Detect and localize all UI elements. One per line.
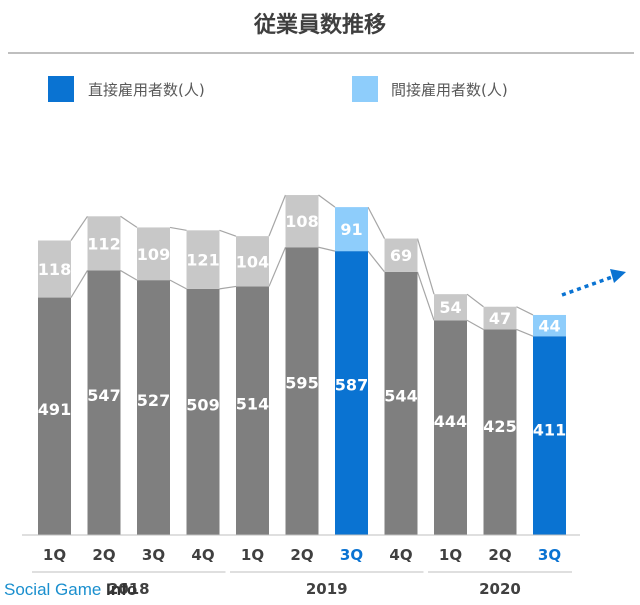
connector-top xyxy=(416,238,435,295)
trend-arrow xyxy=(561,269,626,297)
bar-direct xyxy=(236,286,269,535)
bar-direct xyxy=(483,329,517,535)
legend-swatch-direct xyxy=(48,76,74,102)
legend-swatch-indirect xyxy=(352,76,378,102)
chart-title: 従業員数推移 xyxy=(253,12,386,38)
x-tick-label: 1Q xyxy=(43,546,66,564)
bar-direct xyxy=(186,288,220,535)
value-label-indirect: 47 xyxy=(489,309,511,328)
bar-indirect xyxy=(533,314,566,337)
watermark-part-2: Info xyxy=(106,580,138,599)
value-label-indirect: 108 xyxy=(285,212,318,231)
x-tick-label: 3Q xyxy=(142,546,165,564)
trend-arrow-head xyxy=(610,269,626,283)
value-labels: 491 118 547 112 527 109 509 121 514 104 595 108 587 9… xyxy=(38,212,566,440)
value-label-direct: 595 xyxy=(285,373,318,392)
value-label-direct: 509 xyxy=(186,396,219,415)
watermark: Social Game Info xyxy=(4,580,137,600)
x-tick-label: 3Q xyxy=(340,546,363,564)
value-label-direct: 444 xyxy=(434,412,467,431)
bar-indirect xyxy=(38,240,71,298)
bar-direct xyxy=(384,271,418,535)
bar-indirect xyxy=(137,227,170,281)
connector-mid xyxy=(169,279,187,290)
value-label-indirect: 109 xyxy=(137,245,170,264)
x-tick-label: 4Q xyxy=(389,546,412,564)
connector-mid xyxy=(367,250,385,273)
value-label-indirect: 121 xyxy=(186,251,219,270)
bar-indirect xyxy=(285,195,319,248)
year-labels: 2018 2019 2020 xyxy=(32,571,572,598)
x-tick-label: 1Q xyxy=(439,546,462,564)
connector-mid xyxy=(466,319,484,330)
connector-mid xyxy=(268,247,287,287)
bar-indirect xyxy=(434,294,467,321)
trend-arrow-line xyxy=(561,274,616,297)
value-label-direct: 544 xyxy=(384,387,417,406)
bar-direct xyxy=(137,280,170,535)
value-label-indirect: 54 xyxy=(439,298,461,317)
connector-top xyxy=(169,226,187,231)
connector-top xyxy=(70,215,88,241)
bars-group xyxy=(38,195,566,535)
bar-direct xyxy=(434,320,467,535)
value-label-direct: 547 xyxy=(87,386,120,405)
connector-mid xyxy=(70,270,89,298)
value-label-indirect: 118 xyxy=(38,260,71,279)
value-label-indirect: 69 xyxy=(390,246,412,265)
value-label-indirect: 112 xyxy=(87,234,120,253)
connector-top xyxy=(219,229,237,237)
bar-direct xyxy=(38,297,71,535)
bar-indirect xyxy=(236,236,269,287)
connector-lines xyxy=(70,194,534,337)
connector-top xyxy=(120,215,138,228)
bar-indirect xyxy=(335,207,368,252)
value-label-indirect: 104 xyxy=(236,252,269,271)
bar-direct xyxy=(533,336,566,535)
bar-indirect xyxy=(483,306,517,330)
connector-mid xyxy=(120,269,138,281)
x-tick-label: 2Q xyxy=(92,546,115,564)
legend-label-indirect: 間接雇用者数(人) xyxy=(391,81,508,99)
connector-top xyxy=(516,306,534,316)
bar-direct xyxy=(87,270,121,535)
x-tick-label: 1Q xyxy=(241,546,264,564)
bar-indirect xyxy=(87,216,121,271)
value-label-direct: 587 xyxy=(335,376,368,395)
value-label-indirect: 44 xyxy=(538,317,560,336)
bar-direct xyxy=(285,247,319,535)
watermark-part-1: Social Game xyxy=(4,580,107,599)
x-tick-label: 2Q xyxy=(290,546,313,564)
connector-top xyxy=(367,206,386,239)
x-tick-labels: 1Q 2Q 3Q 4Q 1Q 2Q 3Q 4Q 1Q 2Q 3Q xyxy=(43,546,561,564)
connector-top xyxy=(268,194,287,237)
value-label-direct: 411 xyxy=(533,421,566,440)
connector-mid xyxy=(416,271,435,321)
bar-indirect xyxy=(384,238,418,272)
year-label: 2019 xyxy=(306,580,348,598)
value-label-direct: 425 xyxy=(483,417,516,436)
connector-top xyxy=(318,194,336,208)
value-label-direct: 514 xyxy=(236,394,269,413)
value-label-indirect: 91 xyxy=(340,220,362,239)
year-label: 2020 xyxy=(479,580,521,598)
bar-indirect xyxy=(186,230,220,289)
bar-direct xyxy=(335,251,368,535)
x-tick-label: 4Q xyxy=(191,546,214,564)
value-label-direct: 491 xyxy=(38,400,71,419)
connector-mid xyxy=(516,328,534,337)
x-tick-label: 3Q xyxy=(538,546,561,564)
year-label: 2018 xyxy=(108,580,150,598)
connector-top xyxy=(466,293,484,308)
connector-mid xyxy=(318,246,336,252)
value-label-direct: 527 xyxy=(137,391,170,410)
connector-mid xyxy=(219,285,237,290)
x-tick-label: 2Q xyxy=(488,546,511,564)
legend-label-direct: 直接雇用者数(人) xyxy=(88,81,205,99)
